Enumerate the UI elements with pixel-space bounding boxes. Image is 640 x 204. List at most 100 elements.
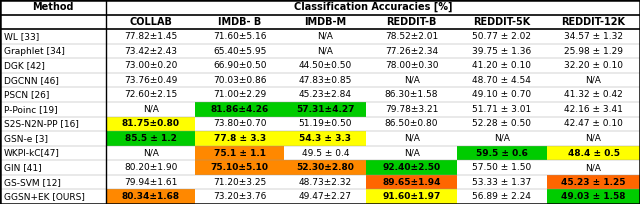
Text: 49.03 ± 1.58: 49.03 ± 1.58 xyxy=(561,192,626,201)
Text: GSN-e [3]: GSN-e [3] xyxy=(4,134,48,143)
Text: 51.19±0.50: 51.19±0.50 xyxy=(299,119,352,128)
Text: 79.78±3.21: 79.78±3.21 xyxy=(385,105,438,114)
Text: 79.94±1.61: 79.94±1.61 xyxy=(124,178,177,187)
Text: 42.16 ± 3.41: 42.16 ± 3.41 xyxy=(564,105,623,114)
Text: N/A: N/A xyxy=(494,134,510,143)
Text: Graphlet [34]: Graphlet [34] xyxy=(4,47,65,55)
Text: DGK [42]: DGK [42] xyxy=(4,61,45,70)
Text: N/A: N/A xyxy=(586,76,602,85)
Text: 57.31±4.27: 57.31±4.27 xyxy=(296,105,355,114)
Text: 73.20±3.76: 73.20±3.76 xyxy=(213,192,266,201)
Bar xyxy=(195,102,284,116)
Text: 49.5 ± 0.4: 49.5 ± 0.4 xyxy=(301,149,349,157)
Text: WL [33]: WL [33] xyxy=(4,32,39,41)
Bar xyxy=(284,131,367,146)
Text: 71.60±5.16: 71.60±5.16 xyxy=(213,32,267,41)
Text: Classification Accuracies [%]: Classification Accuracies [%] xyxy=(294,2,452,12)
Text: S2S-N2N-PP [16]: S2S-N2N-PP [16] xyxy=(4,119,79,128)
Text: 92.40±2.50: 92.40±2.50 xyxy=(383,163,441,172)
Text: IMDB-M: IMDB-M xyxy=(305,17,346,27)
Bar xyxy=(106,131,195,146)
Text: REDDIT-B: REDDIT-B xyxy=(387,17,437,27)
Text: 73.42±2.43: 73.42±2.43 xyxy=(124,47,177,55)
Text: IMDB- B: IMDB- B xyxy=(218,17,262,27)
Text: 75.1 ± 1.1: 75.1 ± 1.1 xyxy=(214,149,266,157)
Text: N/A: N/A xyxy=(404,149,420,157)
Text: 57.50 ± 1.50: 57.50 ± 1.50 xyxy=(472,163,531,172)
Text: 86.30±1.58: 86.30±1.58 xyxy=(385,90,438,99)
Text: 86.50±0.80: 86.50±0.80 xyxy=(385,119,438,128)
Bar xyxy=(367,190,457,204)
Text: 72.60±2.15: 72.60±2.15 xyxy=(124,90,177,99)
Bar xyxy=(106,190,195,204)
Bar xyxy=(367,175,457,190)
Text: 81.86±4.26: 81.86±4.26 xyxy=(211,105,269,114)
Text: 80.20±1.90: 80.20±1.90 xyxy=(124,163,177,172)
Text: 56.89 ± 2.24: 56.89 ± 2.24 xyxy=(472,192,531,201)
Bar xyxy=(457,146,547,160)
Text: 54.3 ± 3.3: 54.3 ± 3.3 xyxy=(300,134,351,143)
Text: GIN [41]: GIN [41] xyxy=(4,163,42,172)
Text: 77.26±2.34: 77.26±2.34 xyxy=(385,47,438,55)
Bar xyxy=(547,146,640,160)
Text: 66.90±0.50: 66.90±0.50 xyxy=(213,61,267,70)
Text: 77.82±1.45: 77.82±1.45 xyxy=(124,32,177,41)
Bar xyxy=(367,160,457,175)
Text: 52.30±2.80: 52.30±2.80 xyxy=(296,163,355,172)
Text: 48.70 ± 4.54: 48.70 ± 4.54 xyxy=(472,76,531,85)
Text: 77.8 ± 3.3: 77.8 ± 3.3 xyxy=(214,134,266,143)
Text: N/A: N/A xyxy=(317,47,333,55)
Text: P-Poinc [19]: P-Poinc [19] xyxy=(4,105,58,114)
Text: GS-SVM [12]: GS-SVM [12] xyxy=(4,178,61,187)
Bar xyxy=(547,175,640,190)
Text: 39.75 ± 1.36: 39.75 ± 1.36 xyxy=(472,47,531,55)
Text: 53.33 ± 1.37: 53.33 ± 1.37 xyxy=(472,178,531,187)
Text: 71.20±3.25: 71.20±3.25 xyxy=(213,178,266,187)
Text: REDDIT-5K: REDDIT-5K xyxy=(473,17,531,27)
Text: 52.28 ± 0.50: 52.28 ± 0.50 xyxy=(472,119,531,128)
Text: 59.5 ± 0.6: 59.5 ± 0.6 xyxy=(476,149,528,157)
Text: N/A: N/A xyxy=(143,149,159,157)
Text: 81.75±0.80: 81.75±0.80 xyxy=(122,119,180,128)
Text: 73.76±0.49: 73.76±0.49 xyxy=(124,76,177,85)
Text: 45.23 ± 1.25: 45.23 ± 1.25 xyxy=(561,178,626,187)
Text: 45.23±2.84: 45.23±2.84 xyxy=(299,90,352,99)
Bar xyxy=(195,131,284,146)
Text: COLLAB: COLLAB xyxy=(129,17,172,27)
Text: 41.32 ± 0.42: 41.32 ± 0.42 xyxy=(564,90,623,99)
Text: 49.47±2.27: 49.47±2.27 xyxy=(299,192,352,201)
Text: 49.10 ± 0.70: 49.10 ± 0.70 xyxy=(472,90,531,99)
Bar xyxy=(547,190,640,204)
Text: PSCN [26]: PSCN [26] xyxy=(4,90,49,99)
Text: 50.77 ± 2.02: 50.77 ± 2.02 xyxy=(472,32,531,41)
Bar xyxy=(195,146,284,160)
Text: 89.65±1.94: 89.65±1.94 xyxy=(382,178,441,187)
Text: N/A: N/A xyxy=(586,134,602,143)
Text: 32.20 ± 0.10: 32.20 ± 0.10 xyxy=(564,61,623,70)
Bar xyxy=(284,160,367,175)
Bar xyxy=(195,160,284,175)
Text: 71.00±2.29: 71.00±2.29 xyxy=(213,90,266,99)
Text: N/A: N/A xyxy=(404,134,420,143)
Text: N/A: N/A xyxy=(586,163,602,172)
Text: 75.10±5.10: 75.10±5.10 xyxy=(211,163,269,172)
Text: 42.47 ± 0.10: 42.47 ± 0.10 xyxy=(564,119,623,128)
Text: 70.03±0.86: 70.03±0.86 xyxy=(213,76,267,85)
Text: 47.83±0.85: 47.83±0.85 xyxy=(299,76,352,85)
Bar xyxy=(284,102,367,116)
Text: Method: Method xyxy=(33,2,74,12)
Text: 34.57 ± 1.32: 34.57 ± 1.32 xyxy=(564,32,623,41)
Text: 91.60±1.97: 91.60±1.97 xyxy=(383,192,441,201)
Text: 65.40±5.95: 65.40±5.95 xyxy=(213,47,266,55)
Text: 73.00±0.20: 73.00±0.20 xyxy=(124,61,177,70)
Text: 80.34±1.68: 80.34±1.68 xyxy=(122,192,180,201)
Text: GGSN+EK [OURS]: GGSN+EK [OURS] xyxy=(4,192,84,201)
Text: N/A: N/A xyxy=(404,76,420,85)
Text: 78.52±2.01: 78.52±2.01 xyxy=(385,32,438,41)
Text: 25.98 ± 1.29: 25.98 ± 1.29 xyxy=(564,47,623,55)
Text: WKPI-kC[47]: WKPI-kC[47] xyxy=(4,149,60,157)
Text: 48.4 ± 0.5: 48.4 ± 0.5 xyxy=(568,149,620,157)
Text: N/A: N/A xyxy=(143,105,159,114)
Text: 44.50±0.50: 44.50±0.50 xyxy=(299,61,352,70)
Text: DGCNN [46]: DGCNN [46] xyxy=(4,76,59,85)
